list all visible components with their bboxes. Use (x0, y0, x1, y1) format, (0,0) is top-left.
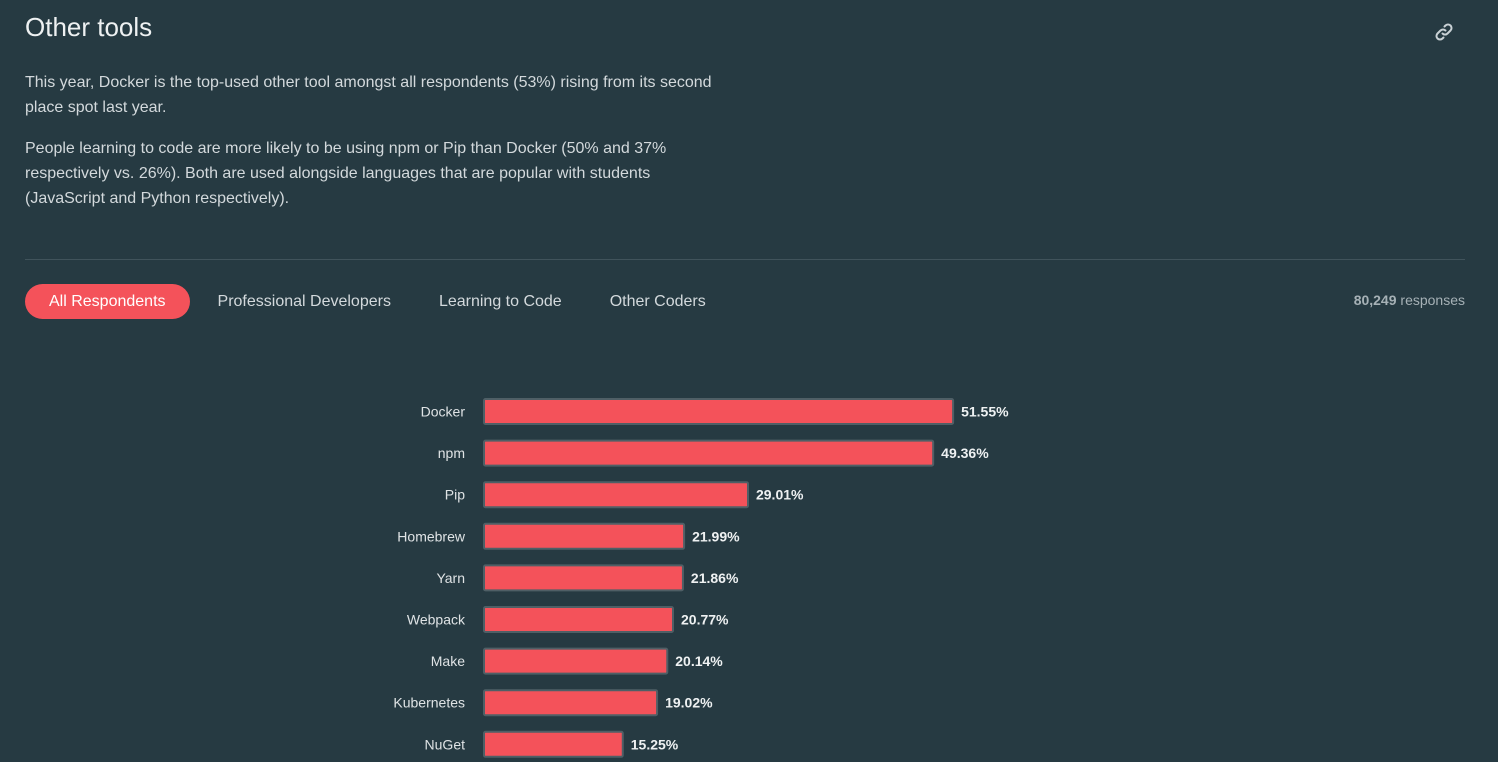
respondent-tabs: All Respondents Professional Developers … (25, 284, 730, 319)
category-label: Yarn (436, 570, 465, 586)
tab-professional-developers[interactable]: Professional Developers (217, 293, 391, 310)
bar[interactable] (483, 730, 624, 758)
response-count-label: responses (1400, 292, 1465, 308)
value-label: 20.77% (681, 612, 729, 628)
category-label: Pip (445, 487, 465, 503)
category-label: Docker (421, 404, 466, 420)
response-count: 80,249 responses (1354, 292, 1465, 308)
bar[interactable] (483, 522, 686, 550)
value-label: 20.14% (675, 653, 723, 669)
bar[interactable] (483, 606, 675, 633)
value-label: 51.55% (961, 404, 1009, 420)
bar[interactable] (483, 481, 749, 509)
tab-learning-to-code[interactable]: Learning to Code (438, 293, 562, 310)
category-label: Kubernetes (393, 695, 465, 711)
link-icon[interactable] (1432, 20, 1456, 44)
bar[interactable] (483, 689, 659, 717)
description-paragraph-2: People learning to code are more likely … (25, 140, 667, 207)
category-label: npm (438, 445, 465, 461)
section-title: Other tools (25, 12, 153, 42)
value-label: 21.99% (692, 528, 740, 544)
category-label: NuGet (425, 736, 466, 752)
bar[interactable] (483, 398, 955, 425)
category-label: Make (431, 653, 465, 669)
category-label: Webpack (407, 612, 466, 628)
link-icon-graphic (1435, 23, 1453, 41)
value-label: 19.02% (665, 695, 713, 711)
response-count-number: 80,249 (1353, 292, 1397, 308)
category-label: Homebrew (397, 528, 466, 544)
value-label: 49.36% (941, 445, 989, 461)
bar[interactable] (483, 564, 684, 592)
tab-all-respondents[interactable]: All Respondents (25, 284, 190, 319)
bar[interactable] (483, 439, 935, 467)
divider (25, 259, 1465, 260)
tab-other-coders[interactable]: Other Coders (609, 293, 706, 310)
value-label: 21.86% (691, 570, 739, 586)
description-paragraph-1: This year, Docker is the top-used other … (25, 74, 712, 116)
value-label: 15.25% (631, 736, 679, 752)
bar[interactable] (483, 647, 669, 675)
value-label: 29.01% (756, 487, 804, 503)
bar-chart: Docker 51.55% npm 49.36% Pip 29.01% Homebrew 21… (393, 398, 1009, 758)
